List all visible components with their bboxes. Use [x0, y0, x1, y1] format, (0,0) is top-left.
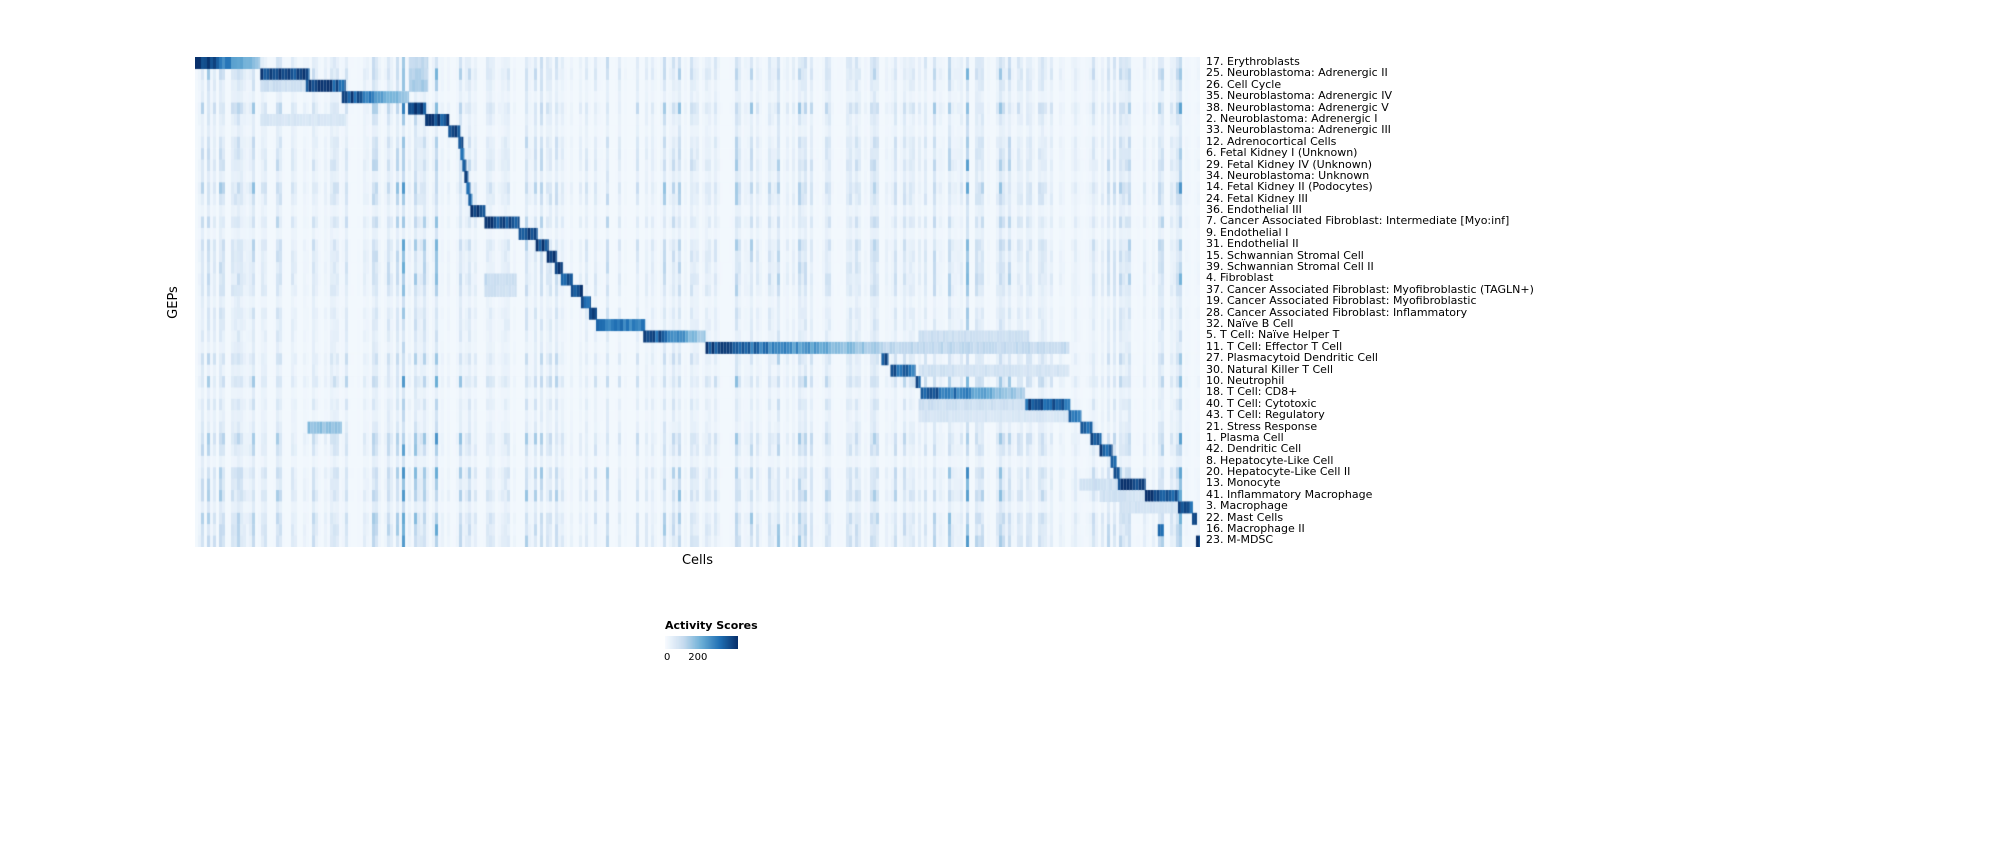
row-label: 19. Cancer Associated Fibroblast: Myofib… — [1206, 294, 1477, 308]
row-label: 31. Endothelial II — [1206, 237, 1299, 251]
x-axis-label: Cells — [681, 553, 714, 568]
row-label: 20. Hepatocyte-Like Cell II — [1206, 465, 1351, 479]
row-label: 18. T Cell: CD8+ — [1206, 385, 1298, 399]
row-label: 21. Stress Response — [1206, 419, 1318, 433]
row-labels: 17. Erythroblasts 25. Neuroblastoma: Adre… — [1206, 55, 1534, 547]
row-label: 32. Naïve B Cell — [1206, 316, 1294, 330]
row-label: 13. Monocyte — [1206, 476, 1281, 490]
row-label: 14. Fetal Kidney II (Podocytes) — [1206, 180, 1373, 194]
row-label: 25. Neuroblastoma: Adrenergic II — [1206, 66, 1388, 80]
row-label: 12. Adrenocortical Cells — [1206, 134, 1337, 148]
colorbar-gradient — [665, 636, 738, 649]
row-label: 1. Plasma Cell — [1206, 430, 1284, 444]
heatmap-plot-area — [195, 57, 1200, 547]
row-label: 5. T Cell: Naïve Helper T — [1206, 328, 1340, 342]
row-label: 7. Cancer Associated Fibroblast: Interme… — [1206, 214, 1510, 228]
colorbar-canvas — [665, 636, 738, 649]
row-label: 35. Neuroblastoma: Adrenergic IV — [1206, 89, 1392, 103]
y-axis-label-text: GEPs — [165, 285, 181, 319]
row-label: 24. Fetal Kidney III — [1206, 191, 1308, 205]
row-label: 8. Hepatocyte-Like Cell — [1206, 453, 1334, 467]
row-label: 16. Macrophage II — [1206, 522, 1305, 536]
row-label: 39. Schwannian Stromal Cell II — [1206, 260, 1374, 274]
legend-tick-label: 0 — [664, 652, 671, 663]
row-label: 30. Natural Killer T Cell — [1206, 362, 1334, 376]
row-label: 9. Endothelial I — [1206, 225, 1289, 239]
row-label: 3. Macrophage — [1206, 499, 1288, 513]
row-label: 28. Cancer Associated Fibroblast: Inflam… — [1206, 305, 1468, 319]
legend-ticks: 0 200 — [664, 649, 738, 664]
row-label: 17. Erythroblasts — [1206, 55, 1300, 68]
row-label: 36. Endothelial III — [1206, 203, 1302, 217]
row-label: 34. Neuroblastoma: Unknown — [1206, 168, 1370, 182]
row-label: 22. Mast Cells — [1206, 510, 1284, 524]
row-label: 23. M-MDSC — [1206, 533, 1274, 547]
row-label: 33. Neuroblastoma: Adrenergic III — [1206, 123, 1391, 137]
colorbar-legend: Activity Scores 0 200 — [664, 619, 825, 664]
row-label: 42. Dendritic Cell — [1206, 442, 1302, 456]
row-label: 2. Neuroblastoma: Adrenergic I — [1206, 111, 1378, 125]
row-label: 29. Fetal Kidney IV (Unknown) — [1206, 157, 1372, 171]
row-label: 43. T Cell: Regulatory — [1206, 408, 1325, 422]
row-label: 4. Fibroblast — [1206, 271, 1274, 285]
row-label: 38. Neuroblastoma: Adrenergic V — [1206, 100, 1389, 114]
row-label: 27. Plasmacytoid Dendritic Cell — [1206, 351, 1378, 365]
row-label: 26. Cell Cycle — [1206, 77, 1282, 91]
legend-title: Activity Scores — [665, 619, 758, 632]
heatmap-canvas — [195, 57, 1200, 547]
row-label: 41. Inflammatory Macrophage — [1206, 487, 1373, 501]
row-label: 11. T Cell: Effector T Cell — [1206, 339, 1343, 353]
row-label: 37. Cancer Associated Fibroblast: Myofib… — [1206, 282, 1534, 296]
row-label: 6. Fetal Kidney I (Unknown) — [1206, 146, 1358, 160]
row-label: 10. Neutrophil — [1206, 373, 1285, 387]
row-label: 40. T Cell: Cytotoxic — [1206, 396, 1317, 410]
legend-tick-label: 200 — [688, 652, 708, 663]
y-axis-label: GEPs — [163, 57, 183, 547]
row-label: 15. Schwannian Stromal Cell — [1206, 248, 1364, 262]
